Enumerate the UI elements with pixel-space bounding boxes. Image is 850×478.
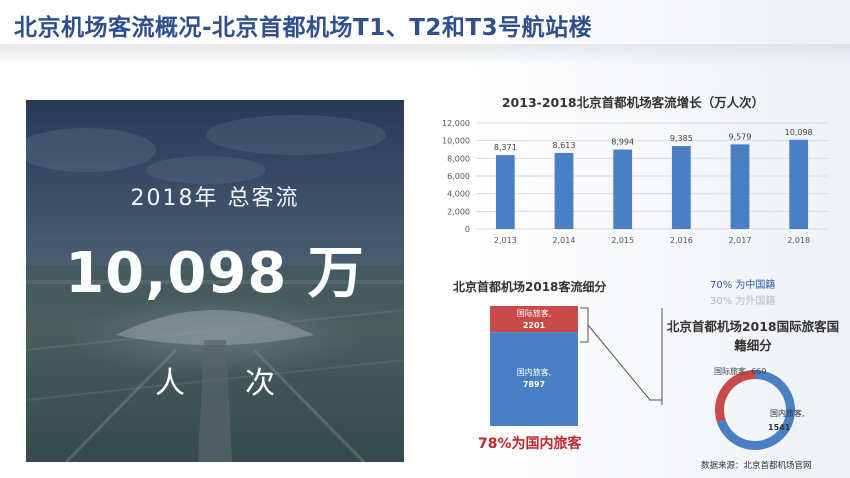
segment-value-label: 2201 <box>523 321 546 330</box>
bar-value-label: 9,579 <box>729 132 752 141</box>
source-note: 数据来源：北京首都机场官网 <box>701 461 812 471</box>
donut-legend-chinese: 70% 为中国籍 <box>710 280 776 291</box>
bar-value-label: 8,994 <box>611 138 634 147</box>
segment-name-label: 国内旅客, <box>517 367 552 377</box>
bar-2,018 <box>789 139 809 229</box>
bar-2,016 <box>671 146 691 229</box>
airport-photo-backdrop <box>26 100 404 462</box>
x-tick-label: 2,018 <box>787 236 810 245</box>
donut-chart-plot: 国际旅客, 660 国内旅客, 1541 <box>714 366 805 450</box>
bar-value-label: 10,098 <box>785 128 813 137</box>
y-tick-label: 4,000 <box>447 190 470 199</box>
x-tick-label: 2,013 <box>494 236 517 245</box>
donut-slice-international <box>715 370 755 423</box>
hero-total-number: 10,098 万 <box>65 241 365 306</box>
y-tick-label: 2,000 <box>447 207 470 216</box>
title-divider <box>0 44 850 66</box>
x-tick-label: 2,014 <box>553 236 576 245</box>
connector-lines <box>580 307 663 405</box>
donut-label-domestic-name: 国内旅客, <box>770 408 805 418</box>
domestic-share-note: 78%为国内旅客 <box>478 436 582 452</box>
bar-value-label: 9,385 <box>670 134 693 143</box>
y-tick-label: 8,000 <box>447 154 470 163</box>
donut-label-domestic-value: 1541 <box>768 423 791 432</box>
split-chart-plot: 国际旅客, 2201 国内旅客, 7897 <box>490 306 578 426</box>
x-tick-label: 2,016 <box>670 236 693 245</box>
page-title: 北京机场客流概况-北京首都机场T1、T2和T3号航站楼 <box>14 15 593 41</box>
growth-chart-title: 2013-2018北京首都机场客流增长（万人次） <box>501 95 765 110</box>
segment-value-label: 7897 <box>523 380 545 389</box>
growth-bar-chart: 2013-2018北京首都机场客流增长（万人次） 0 2,000 4,000 6,00… <box>428 92 838 252</box>
bar-2,017 <box>730 144 750 229</box>
segment-international <box>490 306 578 333</box>
hero-panel: 2018年 总客流 10,098 万 人次 <box>26 100 404 462</box>
bar-value-label: 8,371 <box>494 143 517 152</box>
hero-year-label: 2018年 总客流 <box>130 186 300 211</box>
bar-value-label: 8,613 <box>553 141 576 150</box>
y-tick-label: 12,000 <box>442 119 470 128</box>
x-tick-label: 2,015 <box>611 236 634 245</box>
y-tick-label: 10,000 <box>442 137 470 146</box>
donut-chart-title: 北京首都机场2018国际旅客国籍细分 <box>666 319 840 353</box>
y-tick-label: 0 <box>465 225 470 234</box>
x-tick-label: 2,017 <box>729 236 752 245</box>
split-chart-title: 北京首都机场2018客流细分 <box>453 280 607 294</box>
segment-domestic <box>490 332 578 426</box>
bar-2,014 <box>554 152 574 229</box>
segment-name-label: 国际旅客, <box>517 308 552 318</box>
hero-unit-label: 人次 <box>155 366 335 401</box>
donut-legend-foreign: 30% 为外国籍 <box>710 296 776 307</box>
donut-label-international: 国际旅客, 660 <box>714 366 766 376</box>
y-tick-label: 6,000 <box>447 172 470 181</box>
bar-2,015 <box>613 149 633 229</box>
growth-chart-plot: 0 2,000 4,000 6,000 8,000 10,000 12,000 8,371 2,… <box>442 119 828 245</box>
bar-2,013 <box>495 155 515 229</box>
